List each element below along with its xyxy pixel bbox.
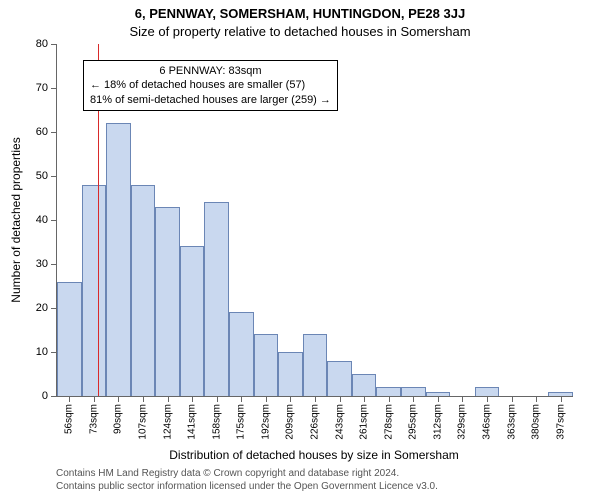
histogram-bar xyxy=(426,392,451,396)
x-tick xyxy=(389,396,390,402)
histogram-bar xyxy=(548,392,573,396)
y-tick xyxy=(51,44,57,45)
x-tick-label: 107sqm xyxy=(138,404,149,440)
footer-line-1: Contains HM Land Registry data © Crown c… xyxy=(56,468,572,481)
y-tick xyxy=(51,264,57,265)
y-tick xyxy=(51,132,57,133)
x-tick-label: 192sqm xyxy=(260,404,271,440)
y-tick-label: 30 xyxy=(36,258,48,270)
x-tick-label: 175sqm xyxy=(236,404,247,440)
x-tick-label: 226sqm xyxy=(310,404,321,440)
x-tick xyxy=(340,396,341,402)
x-tick xyxy=(413,396,414,402)
histogram-bar xyxy=(229,312,254,396)
histogram-bar xyxy=(155,207,180,396)
x-tick-label: 329sqm xyxy=(457,404,468,440)
x-tick xyxy=(118,396,119,402)
histogram-bar xyxy=(327,361,352,396)
histogram-bar xyxy=(303,334,328,396)
histogram-bar xyxy=(376,387,401,396)
x-tick xyxy=(69,396,70,402)
histogram-bar xyxy=(204,202,229,396)
plot-area: 0102030405060708056sqm73sqm90sqm107sqm12… xyxy=(56,44,573,397)
x-tick-label: 243sqm xyxy=(334,404,345,440)
x-tick-label: 397sqm xyxy=(555,404,566,440)
histogram-bar xyxy=(401,387,426,396)
histogram-bar xyxy=(106,123,131,396)
x-tick xyxy=(217,396,218,402)
y-tick-label: 70 xyxy=(36,82,48,94)
x-tick xyxy=(438,396,439,402)
footer-note: Contains HM Land Registry data © Crown c… xyxy=(56,468,572,493)
histogram-bar xyxy=(180,246,205,396)
chart-container: 6, PENNWAY, SOMERSHAM, HUNTINGDON, PE28 … xyxy=(0,0,600,500)
histogram-bar xyxy=(254,334,279,396)
x-tick-label: 261sqm xyxy=(359,404,370,440)
x-tick xyxy=(168,396,169,402)
x-tick xyxy=(487,396,488,402)
chart-title: 6, PENNWAY, SOMERSHAM, HUNTINGDON, PE28 … xyxy=(0,6,600,21)
y-axis-label: Number of detached properties xyxy=(9,137,23,302)
x-tick xyxy=(364,396,365,402)
footer-line-2: Contains public sector information licen… xyxy=(56,481,572,494)
y-tick-label: 50 xyxy=(36,170,48,182)
y-tick xyxy=(51,396,57,397)
y-tick-label: 40 xyxy=(36,214,48,226)
x-tick xyxy=(315,396,316,402)
x-tick-label: 124sqm xyxy=(162,404,173,440)
y-tick xyxy=(51,220,57,221)
x-tick-label: 73sqm xyxy=(88,404,99,434)
annotation-line: 81% of semi-detached houses are larger (… xyxy=(90,93,331,107)
x-tick xyxy=(561,396,562,402)
x-tick xyxy=(290,396,291,402)
chart-subtitle: Size of property relative to detached ho… xyxy=(0,24,600,39)
x-tick xyxy=(94,396,95,402)
x-tick-label: 295sqm xyxy=(408,404,419,440)
x-tick xyxy=(143,396,144,402)
annotation-line: ← 18% of detached houses are smaller (57… xyxy=(90,78,331,92)
histogram-bar xyxy=(352,374,377,396)
x-tick-label: 56sqm xyxy=(64,404,75,434)
x-tick xyxy=(512,396,513,402)
x-tick-label: 278sqm xyxy=(383,404,394,440)
y-tick-label: 0 xyxy=(42,390,48,402)
x-tick-label: 363sqm xyxy=(506,404,517,440)
y-tick xyxy=(51,88,57,89)
x-tick-label: 380sqm xyxy=(531,404,542,440)
x-tick xyxy=(462,396,463,402)
histogram-bar xyxy=(57,282,82,396)
x-tick xyxy=(241,396,242,402)
histogram-bar xyxy=(278,352,303,396)
x-tick-label: 209sqm xyxy=(285,404,296,440)
y-tick-label: 20 xyxy=(36,302,48,314)
x-tick-label: 346sqm xyxy=(482,404,493,440)
y-tick-label: 80 xyxy=(36,38,48,50)
x-tick xyxy=(536,396,537,402)
x-tick-label: 312sqm xyxy=(432,404,443,440)
x-tick-label: 158sqm xyxy=(211,404,222,440)
annotation-line: 6 PENNWAY: 83sqm xyxy=(90,64,331,78)
x-axis-label: Distribution of detached houses by size … xyxy=(56,448,572,462)
x-tick xyxy=(266,396,267,402)
annotation-box: 6 PENNWAY: 83sqm← 18% of detached houses… xyxy=(83,60,338,111)
y-tick-label: 10 xyxy=(36,346,48,358)
x-tick-label: 90sqm xyxy=(113,404,124,434)
x-tick-label: 141sqm xyxy=(187,404,198,440)
y-tick xyxy=(51,176,57,177)
histogram-bar xyxy=(475,387,500,396)
histogram-bar xyxy=(82,185,107,396)
y-tick-label: 60 xyxy=(36,126,48,138)
x-tick xyxy=(192,396,193,402)
histogram-bar xyxy=(131,185,156,396)
